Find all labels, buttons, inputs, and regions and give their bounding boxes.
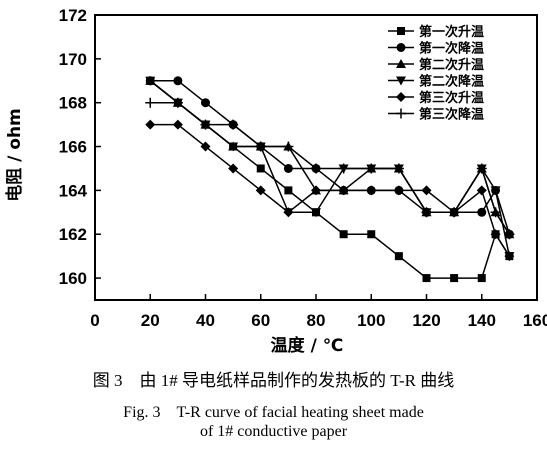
tr-curve-chart: 0 20 40 60 80 100 120 140 160 160 162 164 166 168 170 1…: [4, 6, 547, 356]
x-tick-label: 20: [141, 311, 160, 330]
legend-item: 第二次降温: [388, 74, 484, 90]
data-point: [201, 98, 210, 108]
legend-label: 第三次升温: [419, 90, 484, 106]
data-point: [145, 97, 156, 108]
data-point: [283, 207, 294, 218]
figure-caption-en-line2: of 1# conductive paper: [199, 423, 348, 440]
data-point: [366, 163, 377, 174]
legend-label: 第一次升温: [419, 24, 484, 40]
y-tick-label: 166: [59, 138, 87, 157]
legend-item: 第三次降温: [388, 107, 484, 123]
data-point: [366, 185, 377, 196]
data-point: [338, 163, 349, 174]
x-tick-label: 0: [90, 311, 99, 330]
data-point: [172, 97, 183, 108]
y-axis-title: 电阻 / ohm: [4, 108, 25, 202]
data-point: [172, 119, 183, 130]
legend-item: 第一次降温: [388, 41, 484, 57]
y-tick-label: 168: [59, 94, 87, 113]
legend-item: 第三次升温: [388, 90, 484, 106]
data-point: [421, 207, 432, 218]
data-point: [422, 274, 431, 283]
data-point: [283, 163, 293, 173]
x-axis-title: 温度 / ℃: [271, 335, 344, 356]
legend-marker: [396, 43, 406, 52]
legend-label: 第二次降温: [419, 74, 484, 90]
data-point: [504, 229, 515, 240]
data-point: [145, 76, 156, 86]
x-tick-label: 120: [412, 311, 440, 330]
data-point: [476, 163, 487, 174]
legend-label: 第一次降温: [419, 41, 484, 57]
y-tick-label: 160: [59, 269, 87, 288]
data-point: [450, 274, 459, 283]
data-point: [504, 251, 515, 262]
series-6: [145, 97, 515, 240]
data-point: [477, 207, 487, 217]
data-point: [200, 141, 211, 152]
legend-marker: [396, 59, 406, 68]
data-point: [449, 207, 460, 218]
legend-item: 第一次升温: [388, 24, 484, 40]
data-point: [200, 119, 211, 130]
data-point: [255, 141, 266, 152]
data-point: [311, 185, 321, 196]
legend-item: 第二次升温: [388, 57, 484, 73]
data-point: [145, 119, 156, 130]
axes: [94, 14, 538, 301]
legend-marker: [397, 27, 405, 35]
figure-caption-cn: 图 3 由 1# 导电纸样品制作的发热板的 T-R 曲线: [92, 371, 455, 390]
data-point: [228, 119, 239, 130]
legend-marker: [396, 108, 406, 119]
figure-caption-en-line1: Fig. 3 T-R curve of facial heating sheet…: [123, 404, 424, 421]
data-point: [393, 163, 404, 174]
data-point: [476, 185, 487, 196]
legend-label: 第三次降温: [419, 107, 484, 123]
y-tick-label: 172: [59, 6, 87, 25]
series-5: [145, 119, 515, 262]
data-point: [394, 252, 403, 261]
x-tick-label: 60: [251, 311, 270, 330]
data-point: [228, 163, 239, 174]
data-point: [338, 185, 349, 196]
series-group: [145, 75, 515, 283]
data-point: [490, 229, 501, 240]
data-point: [283, 141, 294, 152]
data-point: [256, 164, 265, 173]
data-point: [477, 274, 486, 283]
y-tick-label: 164: [59, 181, 88, 200]
data-point: [339, 230, 348, 239]
data-point: [490, 207, 501, 218]
data-point: [367, 230, 376, 239]
x-tick-label: 160: [523, 311, 547, 330]
tick-labels: 0 20 40 60 80 100 120 140 160 160 162 164 166 168 170 1…: [59, 6, 547, 330]
data-point: [255, 185, 266, 196]
y-tick-label: 162: [59, 225, 87, 244]
x-tick-label: 100: [357, 311, 385, 330]
data-point: [421, 185, 432, 196]
data-point: [490, 186, 501, 196]
data-point: [311, 208, 321, 218]
data-point: [284, 186, 293, 195]
data-point: [173, 76, 183, 86]
legend-label: 第二次升温: [419, 57, 484, 73]
x-tick-label: 140: [468, 311, 496, 330]
x-tick-label: 40: [196, 311, 215, 330]
x-tick-label: 80: [307, 311, 326, 330]
data-point: [311, 163, 321, 174]
data-point: [393, 185, 404, 196]
legend-marker: [396, 92, 406, 102]
data-point: [228, 142, 239, 152]
legend-marker: [396, 76, 406, 86]
y-tick-label: 170: [59, 50, 87, 69]
